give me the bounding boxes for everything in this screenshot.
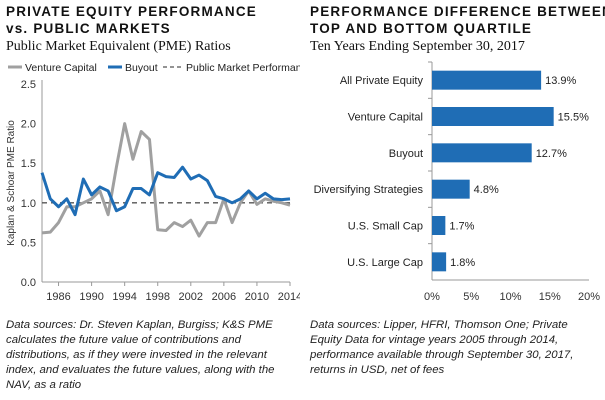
line-chart: Venture Capital Buyout Public Market Perfo… [6, 62, 300, 303]
bar [432, 143, 532, 163]
bar-chart: All Private Equity 13.9% Venture Capital 15… [314, 61, 600, 303]
x-tick-label: 2010 [245, 291, 269, 303]
x-tick-label: 1998 [145, 291, 169, 303]
bar [432, 216, 446, 235]
category-label: All Private Equity [340, 75, 424, 87]
left-panel: PRIVATE EQUITY PERFORMANCE vs. PUBLIC MA… [0, 0, 300, 400]
bar [432, 107, 554, 126]
x-tick-label: 10% [499, 291, 521, 303]
x-tick-label: 5% [463, 291, 479, 303]
y-tick-label: 0.5 [21, 237, 36, 249]
y-tick-label: 1.0 [21, 198, 36, 210]
x-tick-label: 15% [539, 291, 561, 303]
x-tick-label: 1986 [46, 291, 70, 303]
series-line-venture-capital [41, 122, 291, 238]
legend-label-buyout: Buyout [125, 62, 158, 74]
left-subtitle: Public Market Equivalent (PME) Ratios [6, 39, 231, 54]
x-tick-label: 2014 [278, 291, 300, 303]
legend-label-venture-capital: Venture Capital [25, 62, 97, 74]
category-label: Venture Capital [348, 112, 423, 124]
bar-value-label: 15.5% [558, 112, 589, 124]
x-tick-label: 1994 [112, 291, 136, 303]
x-tick-label: 2002 [179, 291, 203, 303]
bar-value-label: 13.9% [545, 75, 576, 87]
left-title-line1: PRIVATE EQUITY PERFORMANCE [6, 4, 257, 19]
right-panel: PERFORMANCE DIFFERENCE BETWEEN TOP AND B… [304, 0, 605, 400]
bar [432, 70, 542, 90]
y-tick-label: 2.5 [21, 79, 36, 91]
bar-value-label: 4.8% [474, 184, 499, 196]
bar [432, 179, 470, 199]
x-tick-label: 20% [578, 291, 600, 303]
right-title-line1: PERFORMANCE DIFFERENCE BETWEEN [310, 4, 605, 19]
y-axis-label: Kaplan & Schoar PME Ratio [6, 120, 17, 246]
right-source-note: Data sources: Lipper, HFRI, Thomson One;… [310, 319, 574, 376]
y-tick-label: 1.5 [21, 158, 36, 170]
left-title-line2: vs. PUBLIC MARKETS [6, 21, 171, 36]
x-tick-label: 2006 [212, 291, 236, 303]
left-source-note: Data sources: Dr. Steven Kaplan, Burgiss… [6, 319, 275, 391]
bar-value-label: 1.7% [449, 221, 474, 233]
bar [432, 252, 447, 272]
bar-value-label: 12.7% [536, 148, 567, 160]
category-label: U.S. Large Cap [347, 257, 423, 269]
right-subtitle: Ten Years Ending September 30, 2017 [310, 39, 525, 54]
x-tick-label: 0% [424, 291, 440, 303]
category-label: Diversifying Strategies [314, 184, 424, 196]
bar-value-label: 1.8% [450, 257, 475, 269]
y-tick-label: 0.0 [21, 277, 36, 289]
category-label: U.S. Small Cap [348, 221, 423, 233]
right-title-line2: TOP AND BOTTOM QUARTILE [310, 21, 533, 36]
y-tick-label: 2.0 [21, 119, 36, 131]
legend-label-public-market: Public Market Performance [186, 62, 300, 74]
category-label: Buyout [389, 148, 423, 160]
x-tick-label: 1990 [79, 291, 103, 303]
series-line-buyout [40, 165, 291, 217]
